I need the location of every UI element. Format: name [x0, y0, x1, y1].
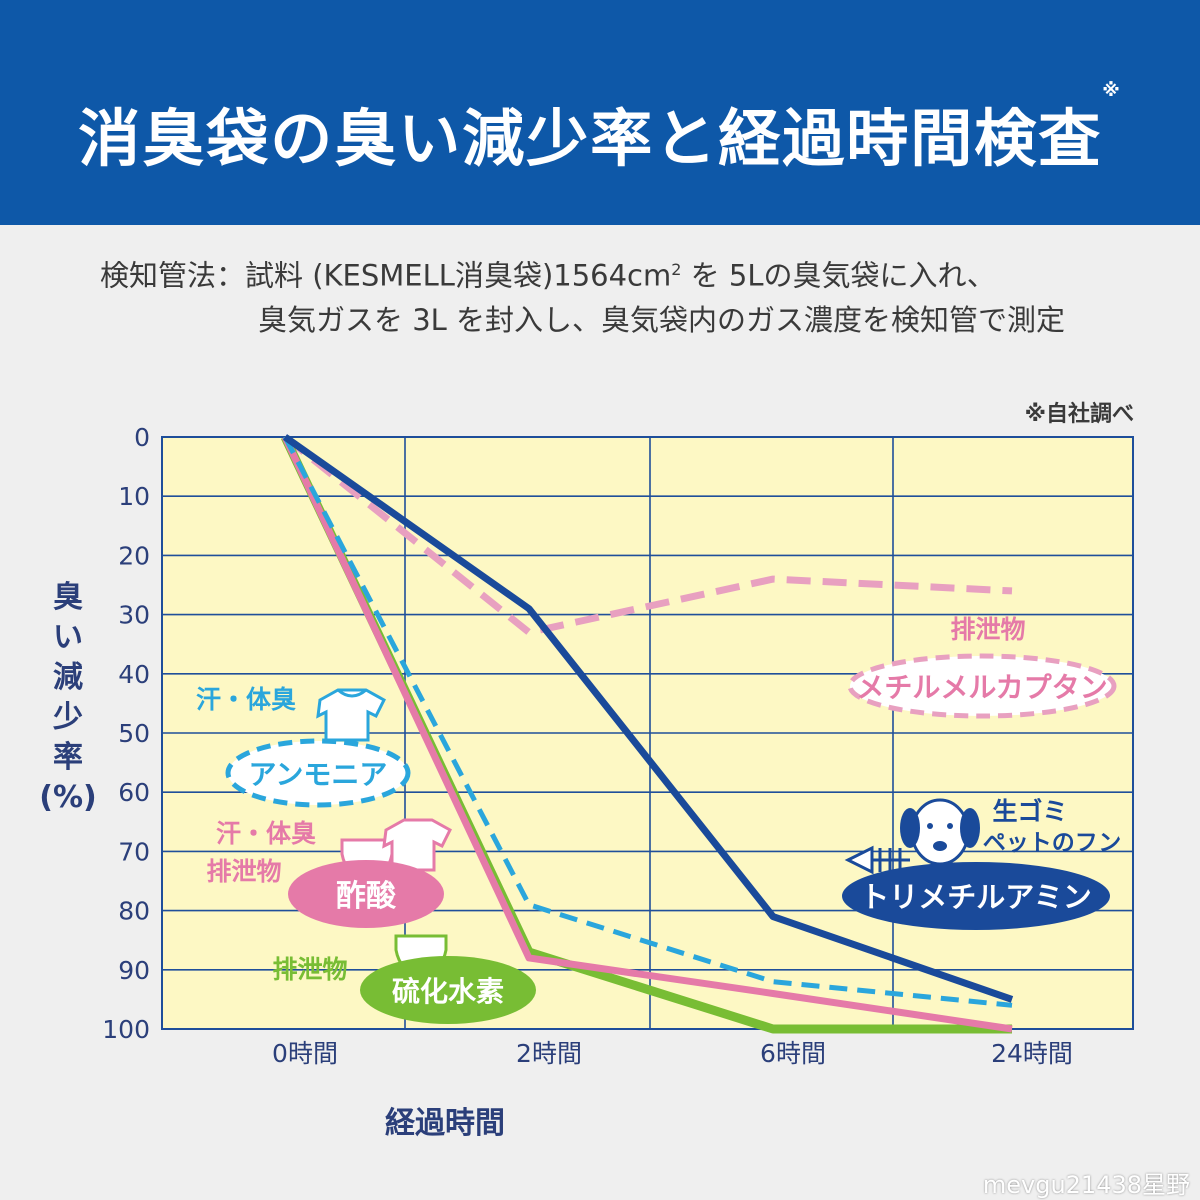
ammonia-group-label: 汗・体臭	[196, 685, 296, 714]
ammonia-badge	[225, 738, 411, 808]
x-ticks: 0時間 2時間 6時間 24時間	[272, 1039, 1073, 1068]
mercaptan-name-label: メチルメルカプタン	[856, 671, 1107, 704]
mercaptan-badge	[847, 653, 1117, 719]
series-line	[282, 434, 1014, 1003]
h2s-annotation: 排泄物 硫化水素	[272, 934, 536, 1024]
y-tick-label: 20	[118, 541, 150, 570]
x-axis-label: 経過時間	[0, 1098, 1200, 1142]
y-axis-label: 臭い減少率 (%)	[39, 580, 97, 815]
method-line-1: 検知管法：試料 (KESMELL消臭袋)1564cm2 を 5Lの臭気袋に入れ、	[100, 248, 1065, 298]
ammonia-name-label: アンモニア	[249, 758, 388, 791]
x-tick-label: 6時間	[760, 1039, 826, 1068]
y-tick-label: 80	[118, 897, 150, 926]
series-line	[282, 435, 1013, 1008]
acetic-group-label-1: 汗・体臭	[216, 819, 316, 848]
acetic-name-label: 酢酸	[336, 879, 397, 914]
series-line	[282, 434, 1013, 636]
series-line	[281, 435, 1013, 1033]
method-description: 検知管法：試料 (KESMELL消臭袋)1564cm2 を 5Lの臭気袋に入れ、…	[100, 248, 1065, 342]
acetic-badge	[288, 860, 444, 928]
ammonia-annotation: 汗・体臭 アンモニア	[196, 685, 411, 808]
y-tick-label: 100	[102, 1015, 150, 1044]
fish-bone-icon	[844, 845, 910, 875]
y-tick-label: 60	[118, 778, 150, 807]
tma-annotation: 生ゴミ ペットのフン トリメチルアミン	[842, 797, 1121, 930]
y-tick-label: 10	[118, 482, 150, 511]
h2s-badge	[360, 956, 536, 1024]
x-tick-label: 2時間	[516, 1039, 582, 1068]
y-tick-label: 50	[118, 719, 150, 748]
mercaptan-annotation: 排泄物 メチルメルカプタン	[847, 615, 1117, 719]
method-line-2: 臭気ガスを 3L を封入し、臭気袋内のガス濃度を検知管で測定	[258, 302, 1066, 337]
title-footnote-mark: ※	[1102, 80, 1122, 101]
tshirt-icon	[316, 688, 386, 742]
x-tick-label: 24時間	[991, 1039, 1073, 1068]
x-axis-label-text: 経過時間	[385, 1106, 505, 1141]
y-tick-label: 90	[118, 956, 150, 985]
y-ticks: 0 10 20 30 40 50 60 70 80 90 100	[102, 423, 150, 1044]
tma-group-label-1: 生ゴミ	[992, 797, 1067, 826]
title-text: 消臭袋の臭い減少率と経過時間検査	[78, 102, 1103, 175]
page-title: 消臭袋の臭い減少率と経過時間検査※	[0, 80, 1200, 178]
y-tick-label: 30	[118, 601, 150, 630]
watermark: mevgu21438星野	[982, 1171, 1190, 1199]
tshirt-icon	[382, 818, 452, 872]
h2s-name-label: 硫化水素	[392, 975, 504, 1008]
tma-name-label: トリメチルアミン	[860, 880, 1091, 914]
acetic-group-label-2: 排泄物	[206, 857, 281, 886]
source-note: ※自社調べ	[1024, 402, 1134, 427]
acetic-annotation: 汗・体臭 排泄物 酢酸	[206, 818, 452, 928]
tma-group-label-2: ペットのフン	[983, 830, 1121, 856]
y-tick-label: 40	[118, 660, 150, 689]
y-tick-label: 70	[118, 837, 150, 866]
y-tick-label: 0	[134, 423, 150, 452]
header-banner	[0, 0, 1200, 225]
tma-badge	[842, 862, 1110, 930]
dog-icon	[900, 798, 980, 866]
method-line-1-a: 検知管法：試料 (KESMELL消臭袋)1564cm	[100, 258, 672, 293]
h2s-group-label: 排泄物	[272, 955, 347, 984]
method-line-1-b: を 5Lの臭気袋に入れ、	[681, 258, 996, 293]
mercaptan-group-label: 排泄物	[950, 615, 1025, 644]
method-line-1-sup: 2	[671, 260, 682, 279]
x-tick-label: 0時間	[272, 1039, 338, 1068]
series-lines	[280, 434, 1014, 1034]
